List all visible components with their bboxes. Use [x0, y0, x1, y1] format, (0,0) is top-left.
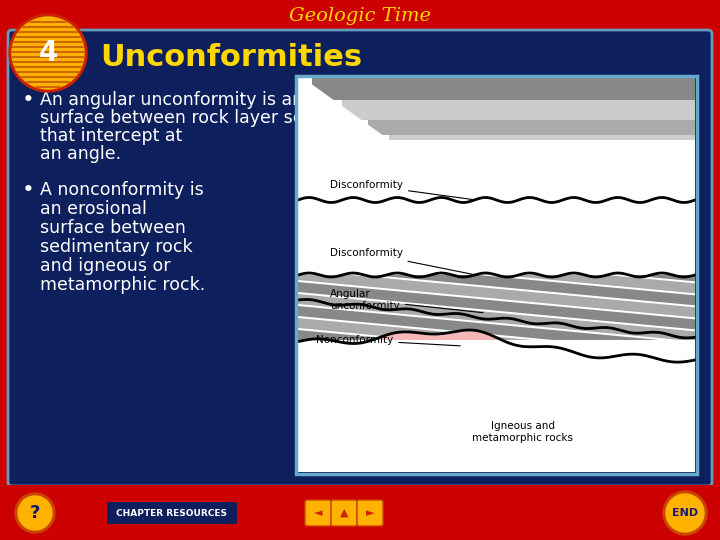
Polygon shape — [298, 235, 695, 250]
FancyBboxPatch shape — [305, 500, 331, 526]
Polygon shape — [298, 200, 695, 220]
Text: ▲: ▲ — [340, 508, 348, 518]
FancyBboxPatch shape — [8, 30, 712, 486]
Circle shape — [18, 496, 52, 530]
Circle shape — [15, 493, 55, 533]
Polygon shape — [298, 220, 695, 235]
Polygon shape — [573, 360, 695, 472]
Polygon shape — [528, 351, 695, 472]
Text: and igneous or: and igneous or — [40, 257, 171, 275]
Polygon shape — [298, 318, 695, 366]
Polygon shape — [298, 258, 695, 305]
Text: ◄: ◄ — [314, 508, 323, 518]
Text: END: END — [672, 508, 698, 518]
Text: surface between: surface between — [40, 219, 186, 237]
Circle shape — [9, 14, 87, 92]
Polygon shape — [588, 363, 695, 472]
Text: Disconformity: Disconformity — [330, 180, 473, 200]
Text: surface between rock layer segments: surface between rock layer segments — [40, 109, 369, 127]
Text: An angular unconformity is an erosional: An angular unconformity is an erosional — [40, 91, 388, 109]
Polygon shape — [312, 78, 695, 100]
Text: 4: 4 — [38, 39, 58, 67]
Polygon shape — [411, 150, 695, 165]
Text: Geologic Time: Geologic Time — [289, 7, 431, 25]
Polygon shape — [513, 348, 695, 472]
Polygon shape — [390, 135, 695, 150]
Text: Unconformities: Unconformities — [100, 43, 362, 71]
FancyBboxPatch shape — [0, 485, 720, 540]
FancyBboxPatch shape — [331, 500, 357, 526]
Polygon shape — [298, 294, 695, 341]
Text: that intercept at: that intercept at — [40, 127, 182, 145]
Text: Angular
unconformity: Angular unconformity — [330, 289, 483, 313]
Text: Disconformity: Disconformity — [330, 248, 473, 274]
FancyBboxPatch shape — [0, 0, 720, 32]
Polygon shape — [298, 78, 473, 200]
Text: sedimentary rock: sedimentary rock — [40, 238, 193, 256]
FancyBboxPatch shape — [106, 501, 238, 525]
Text: an angle.: an angle. — [40, 145, 121, 163]
Text: Nonconformity: Nonconformity — [316, 335, 460, 346]
Polygon shape — [298, 78, 695, 472]
Circle shape — [663, 491, 707, 535]
Circle shape — [666, 494, 704, 532]
Polygon shape — [298, 340, 695, 472]
Text: Igneous and
metamorphic rocks: Igneous and metamorphic rocks — [472, 421, 574, 443]
Polygon shape — [558, 357, 695, 472]
FancyBboxPatch shape — [357, 500, 383, 526]
Polygon shape — [368, 120, 695, 135]
Polygon shape — [603, 366, 695, 472]
Polygon shape — [342, 100, 695, 120]
Circle shape — [12, 17, 84, 89]
Polygon shape — [455, 180, 695, 195]
Polygon shape — [298, 282, 695, 329]
Polygon shape — [469, 195, 695, 200]
Text: •: • — [22, 180, 35, 200]
Text: CHAPTER RESOURCES: CHAPTER RESOURCES — [117, 509, 228, 517]
Polygon shape — [298, 140, 695, 275]
Text: ►: ► — [366, 508, 374, 518]
Polygon shape — [498, 345, 695, 472]
Polygon shape — [298, 270, 695, 318]
Polygon shape — [298, 330, 695, 377]
Text: A nonconformity is: A nonconformity is — [40, 181, 204, 199]
Polygon shape — [433, 165, 695, 180]
Polygon shape — [298, 246, 695, 293]
Polygon shape — [298, 330, 695, 472]
Polygon shape — [298, 265, 695, 275]
Polygon shape — [543, 354, 695, 472]
Text: an erosional: an erosional — [40, 200, 147, 218]
Polygon shape — [298, 306, 695, 353]
Polygon shape — [298, 250, 695, 265]
Text: •: • — [22, 90, 35, 110]
Text: metamorphic rock.: metamorphic rock. — [40, 276, 205, 294]
Polygon shape — [298, 234, 695, 281]
Text: ?: ? — [30, 504, 40, 522]
